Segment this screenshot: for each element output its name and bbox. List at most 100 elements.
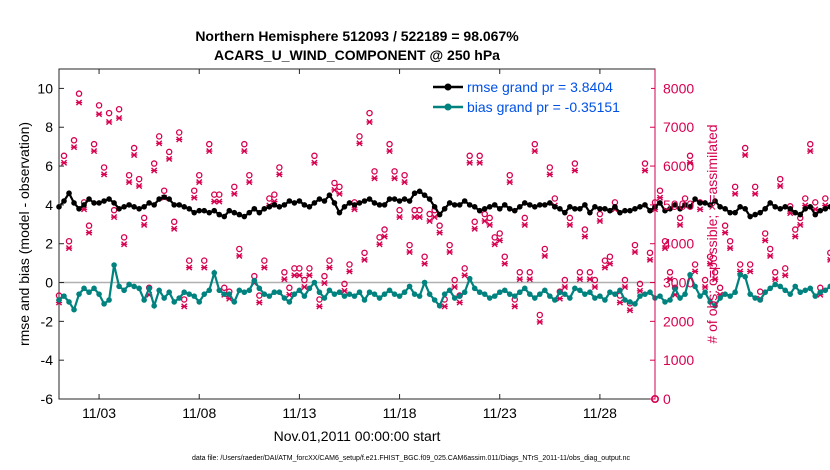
chart-title: Northern Hemisphere 512093 / 522189 = 98…	[195, 28, 519, 44]
obs-assimilated-point	[381, 233, 388, 240]
bias-point	[481, 291, 488, 297]
bias-point	[141, 297, 147, 303]
obs-count-series	[55, 90, 830, 403]
rmse-point	[526, 202, 533, 208]
rmse-point	[657, 200, 663, 206]
y-right-tick-label: 0	[663, 391, 671, 407]
obs-assimilated-point	[491, 241, 498, 248]
obs-assimilated-point	[451, 283, 458, 291]
rmse-point	[697, 200, 703, 206]
bias-point	[151, 303, 157, 309]
rmse-point	[361, 198, 368, 204]
obs-assimilated-point	[581, 233, 589, 240]
rmse-point	[276, 204, 283, 210]
bias-point	[206, 287, 213, 294]
obs-assimilated-point	[276, 171, 283, 178]
obs-possible-point	[571, 160, 579, 167]
legend-bias-label: bias grand pr = -0.35151	[467, 99, 620, 115]
obs-possible-point	[336, 183, 343, 191]
obs-possible-point	[711, 269, 719, 276]
obs-possible-point	[822, 195, 829, 202]
plot-area	[58, 68, 656, 400]
obs-assimilated-point	[721, 229, 729, 236]
y-right-tick-label: 2000	[663, 313, 694, 329]
obs-possible-point	[726, 237, 734, 245]
rmse-point	[86, 196, 92, 202]
rmse-point	[296, 198, 303, 204]
bias-point	[306, 285, 313, 292]
obs-assimilated-point	[827, 256, 830, 263]
obs-assimilated-point	[656, 194, 664, 201]
obs-possible-point	[827, 249, 830, 257]
rmse-point	[501, 202, 508, 208]
obs-possible-point	[521, 214, 529, 222]
obs-possible-point	[686, 152, 694, 160]
rmse-point	[491, 202, 498, 208]
bias-point	[316, 289, 323, 296]
bias-point	[542, 287, 548, 294]
obs-possible-point	[75, 90, 83, 97]
obs-assimilated-point	[371, 175, 378, 182]
rmse-point	[331, 200, 338, 206]
bias-point	[577, 287, 583, 294]
rmse-point	[567, 204, 573, 210]
obs-possible-point	[115, 105, 123, 113]
rmse-point	[96, 200, 102, 206]
bias-point	[281, 295, 288, 301]
bias-point	[486, 295, 493, 301]
rmse-point	[742, 205, 748, 212]
rmse-point	[371, 200, 378, 206]
obs-assimilated-point	[777, 182, 784, 190]
obs-assimilated-point	[686, 159, 694, 166]
rmse-point	[632, 205, 638, 212]
y-axis-left: -6 -4 -2 0 2 4 6 8 10	[37, 80, 64, 407]
rmse-point	[577, 205, 583, 212]
bias-point	[657, 293, 663, 299]
rmse-point	[346, 200, 353, 206]
rmse-point	[516, 204, 523, 210]
bias-point	[587, 289, 593, 296]
bias-point	[672, 285, 678, 292]
y-right-tick-label: 6000	[663, 158, 694, 174]
bias-point	[521, 285, 528, 292]
bias-point	[456, 293, 463, 299]
y-left-tick-label: 6	[45, 158, 53, 174]
rmse-point	[291, 200, 298, 206]
obs-assimilated-point	[606, 260, 614, 267]
bias-point	[56, 297, 62, 303]
obs-possible-point	[306, 265, 313, 272]
bias-point	[752, 295, 758, 301]
bias-point	[682, 291, 688, 297]
obs-assimilated-point	[181, 303, 188, 310]
rmse-point	[206, 209, 213, 216]
obs-possible-point	[195, 171, 203, 179]
bias-point	[692, 283, 698, 290]
bias-point	[301, 293, 308, 299]
obs-assimilated-point	[676, 221, 684, 228]
obs-possible-point	[356, 133, 363, 140]
obs-possible-point	[561, 276, 569, 284]
bias-point	[131, 283, 137, 290]
obs-possible-point	[286, 284, 293, 292]
rmse-point	[617, 209, 623, 216]
rmse-point	[506, 205, 513, 212]
obs-assimilated-point	[206, 147, 213, 155]
obs-assimilated-point	[711, 276, 719, 283]
bias-point	[812, 293, 819, 299]
bias-point	[256, 285, 263, 292]
obs-assimilated-point	[281, 276, 288, 283]
bias-point	[351, 293, 358, 299]
rmse-point	[56, 204, 62, 210]
rmse-point	[441, 205, 448, 212]
y-left-tick-label: 2	[45, 236, 53, 252]
rmse-point	[812, 211, 819, 218]
y-axis-right-label: # of obs: o=possible; ×=assimilated	[704, 124, 720, 343]
bias-point	[737, 271, 743, 278]
bias-point	[311, 279, 318, 286]
bias-point	[146, 285, 152, 292]
bias-point	[96, 291, 102, 297]
obs-possible-point	[401, 171, 408, 179]
bias-point	[511, 293, 518, 299]
obs-possible-point	[706, 253, 714, 260]
bias-point	[331, 291, 338, 297]
